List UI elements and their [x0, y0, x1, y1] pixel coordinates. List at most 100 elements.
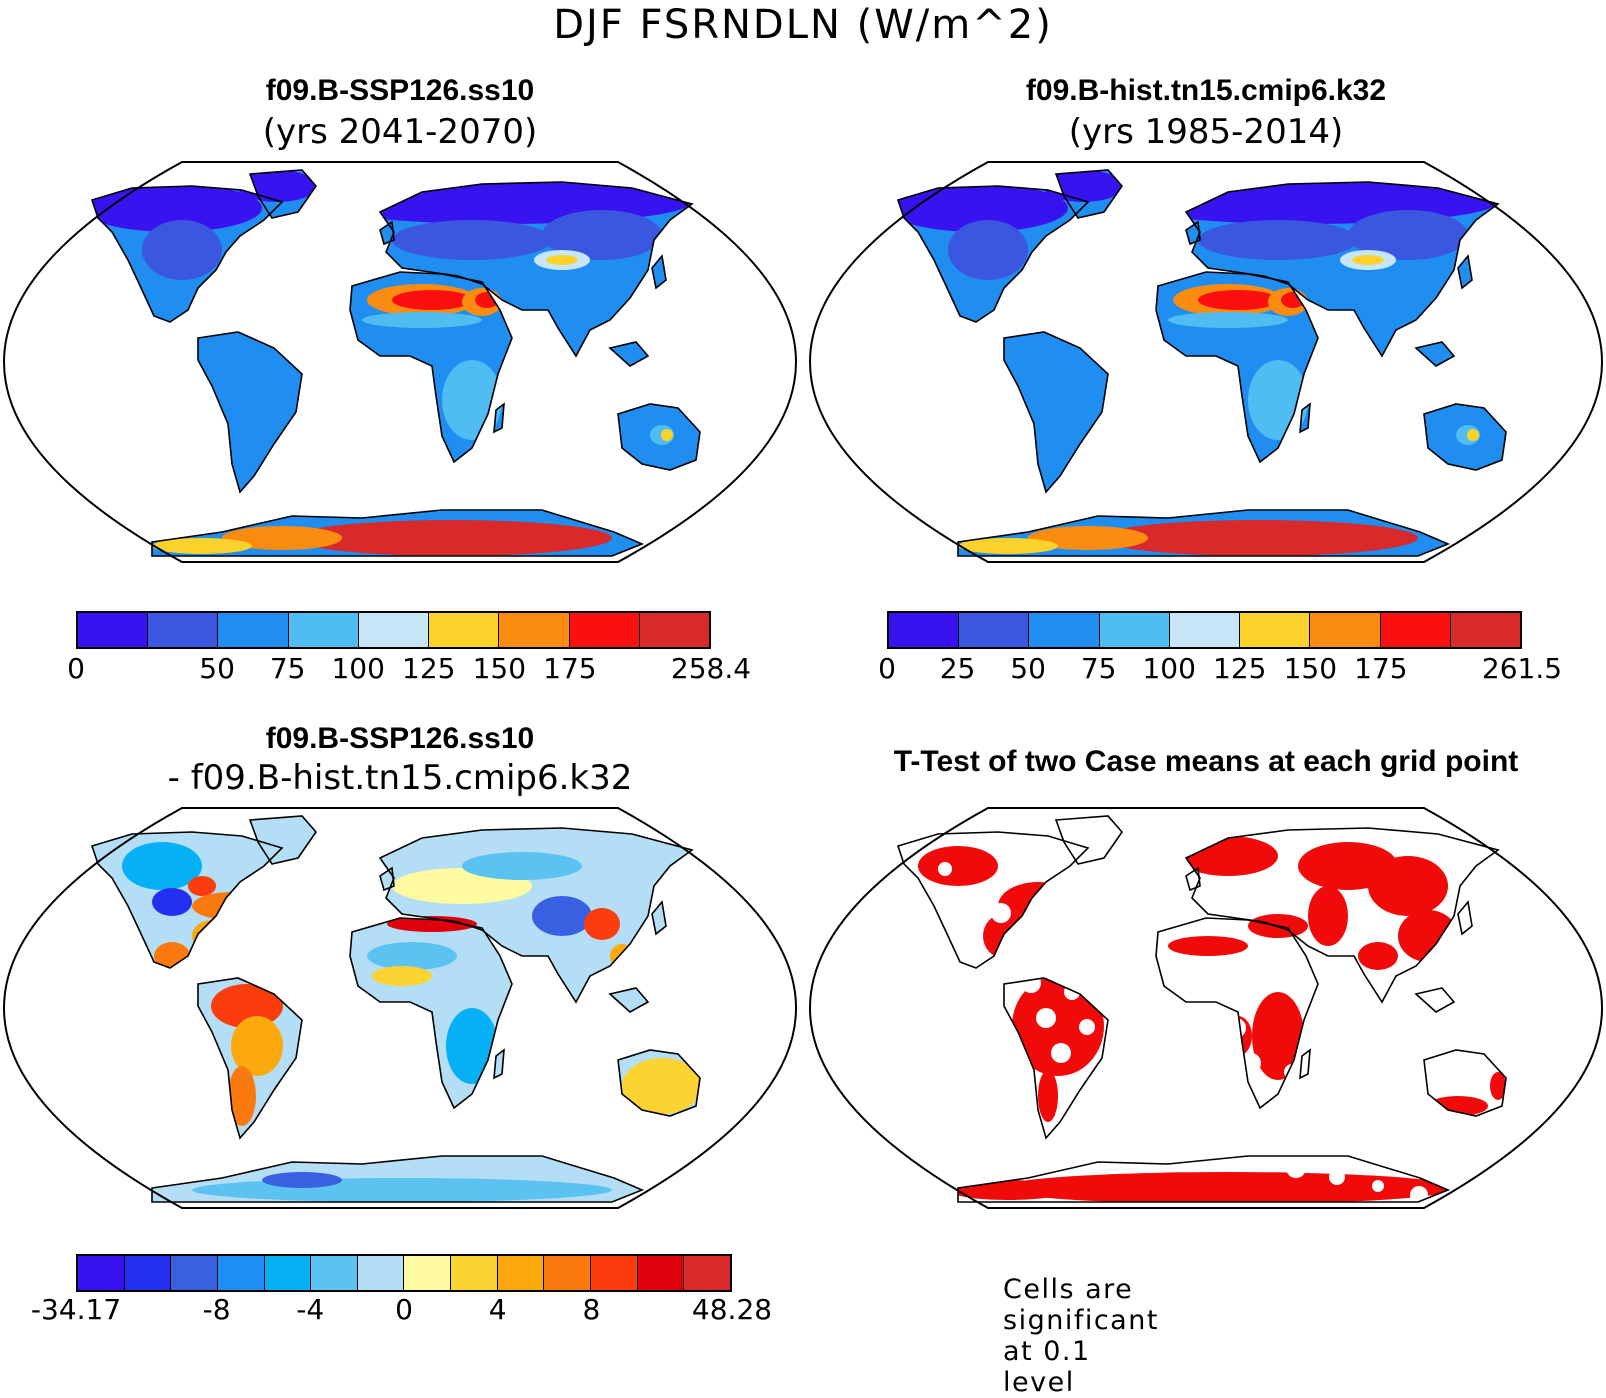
coastline [1003, 331, 1109, 494]
colorbar-tick-label: -8 [202, 1293, 231, 1326]
panel-subtitle: (yrs 2041-2070) [262, 112, 538, 152]
coastline [651, 900, 667, 936]
coastline [493, 1048, 505, 1080]
colorbar [887, 611, 1522, 649]
colorbar-box [1099, 613, 1170, 647]
coastline [151, 1155, 645, 1203]
coastline [1003, 977, 1109, 1140]
colorbar-box [1169, 613, 1241, 647]
coastline [349, 917, 513, 1110]
panel-subtitle: - f09.B-hist.tn15.cmip6.k32 [167, 758, 633, 798]
coastline [248, 815, 318, 865]
colorbar-box [1310, 613, 1381, 647]
panel-title: f09.B-hist.tn15.cmip6.k32 [1025, 74, 1387, 107]
colorbar-box [569, 613, 640, 647]
coastline [90, 185, 284, 323]
colorbar-tick-label: 100 [1142, 652, 1196, 685]
map-border [2, 161, 798, 563]
colorbar-tick-label: 258.4 [670, 652, 752, 685]
colorbar-box [544, 1256, 592, 1290]
coastline [957, 1155, 1451, 1203]
colorbar-tick-label: 150 [1283, 652, 1338, 685]
coastline [1185, 866, 1201, 892]
panel-title: f09.B-SSP126.ss10 [265, 722, 535, 755]
coastline [608, 987, 650, 1013]
colorbar-labels: 0 50 75 100 125 150 175 258.4 [67, 652, 751, 686]
coastline [378, 181, 694, 358]
colorbar-box [1450, 613, 1520, 647]
world-map [808, 161, 1604, 563]
colorbar-tick-label: -34.17 [30, 1293, 122, 1326]
colorbar-box [218, 613, 289, 647]
coastline [617, 403, 701, 471]
colorbar-tick-label: 150 [472, 652, 527, 685]
world-map [2, 161, 798, 563]
colorbar-box [171, 1256, 218, 1290]
colorbar-box [684, 1256, 730, 1290]
coastline [1184, 827, 1500, 1004]
colorbar-tick-label: 175 [1354, 652, 1408, 685]
coastline [248, 169, 318, 219]
colorbar-labels: -34.17 -8 -4 0 4 8 48.28 [31, 1293, 772, 1327]
coastline [608, 341, 650, 367]
coastline [1457, 900, 1473, 936]
coastline [1414, 987, 1456, 1013]
coastline [1155, 271, 1319, 464]
colorbar-tick-label: 0 [395, 1293, 413, 1326]
figure-title: DJF FSRNDLN (W/m^2) [553, 2, 1053, 48]
map-border [2, 807, 798, 1209]
colorbar-box [499, 613, 570, 647]
colorbar-tick-label: 125 [402, 652, 456, 685]
coastline [1054, 815, 1124, 865]
colorbar-tick-label: 261.5 [1481, 652, 1563, 685]
colorbar-tick-label: 100 [331, 652, 385, 685]
colorbar-tick-label: 125 [1213, 652, 1267, 685]
coastline [1184, 181, 1500, 358]
colorbar-labels: 0 25 50 75 100 125 150 175 261.5 [878, 652, 1562, 686]
coastline [896, 831, 1090, 969]
world-map [2, 807, 798, 1209]
coastline [1457, 254, 1473, 290]
coastline [1423, 1049, 1507, 1117]
colorbar-tick-label: -4 [296, 1293, 325, 1326]
coastline [1054, 169, 1124, 219]
colorbar-tick-label: 75 [269, 652, 306, 685]
colorbar-box [1240, 613, 1311, 647]
coastline [493, 402, 505, 434]
colorbar-box [124, 1256, 172, 1290]
colorbar-tick-label: 0 [67, 652, 85, 685]
colorbar-box [639, 613, 709, 647]
panel-title: T-Test of two Case means at each grid po… [893, 745, 1519, 778]
coastline [617, 1049, 701, 1117]
colorbar-tick-label: 75 [1080, 652, 1117, 685]
coastline [379, 866, 395, 892]
coastline [379, 220, 395, 246]
colorbar-tick-label: 50 [1010, 652, 1046, 685]
map-border [808, 161, 1604, 563]
colorbar-box [78, 613, 149, 647]
colorbar-box [1029, 613, 1100, 647]
panel-subtitle: (yrs 1985-2014) [1068, 112, 1344, 152]
colorbar-tick-label: 175 [543, 652, 597, 685]
colorbar [76, 1254, 732, 1292]
colorbar-box [591, 1256, 638, 1290]
colorbar [76, 611, 711, 649]
coastline [957, 509, 1451, 557]
coastline [197, 331, 303, 494]
colorbar-tick-label: 0 [878, 652, 896, 685]
coastline [197, 977, 303, 1140]
colorbar-box [429, 613, 500, 647]
colorbar-box [264, 1256, 312, 1290]
coastline [151, 509, 645, 557]
coastline [1423, 403, 1507, 471]
map-border [808, 807, 1604, 1209]
colorbar-box [451, 1256, 498, 1290]
colorbar-box [889, 613, 960, 647]
coastline [1414, 341, 1456, 367]
colorbar-tick-label: 8 [582, 1293, 601, 1326]
coastline [349, 271, 513, 464]
coastline [1299, 402, 1311, 434]
colorbar-tick-label: 50 [199, 652, 235, 685]
colorbar-box [78, 1256, 125, 1290]
coastline [378, 827, 694, 1004]
